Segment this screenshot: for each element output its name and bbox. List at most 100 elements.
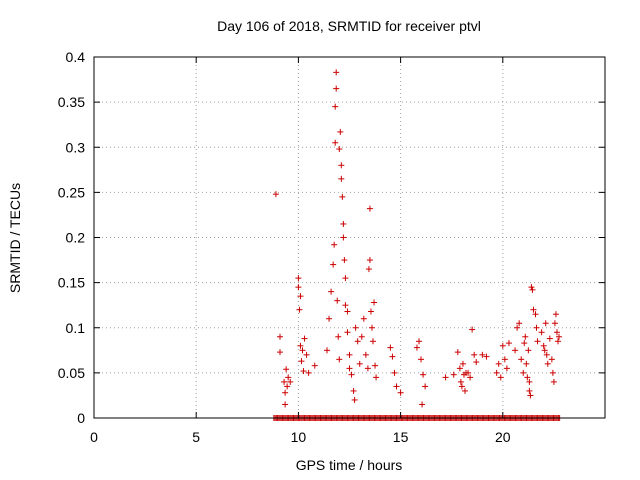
data-point bbox=[548, 356, 555, 363]
data-point bbox=[366, 205, 373, 212]
x-tick-label: 0 bbox=[90, 429, 98, 445]
data-point bbox=[520, 369, 527, 376]
data-point bbox=[336, 356, 343, 363]
data-point bbox=[324, 347, 331, 354]
data-point bbox=[277, 333, 284, 340]
data-point bbox=[503, 365, 510, 372]
data-point bbox=[285, 374, 292, 381]
data-point bbox=[303, 351, 310, 358]
data-point bbox=[338, 162, 345, 169]
data-point bbox=[332, 103, 339, 110]
data-point bbox=[295, 284, 302, 291]
data-point bbox=[397, 389, 404, 396]
x-tick-label: 20 bbox=[495, 429, 511, 445]
data-point bbox=[296, 306, 303, 313]
data-point bbox=[422, 383, 429, 390]
data-point bbox=[467, 374, 474, 381]
data-point bbox=[551, 320, 558, 327]
x-axis-label: GPS time / hours bbox=[296, 457, 403, 473]
data-point bbox=[362, 351, 369, 358]
data-point bbox=[522, 333, 529, 340]
y-tick-label: 0.4 bbox=[66, 49, 86, 65]
data-point bbox=[552, 311, 559, 318]
data-point bbox=[360, 315, 367, 322]
data-point bbox=[364, 365, 371, 372]
data-point bbox=[526, 387, 533, 394]
data-point bbox=[330, 261, 337, 268]
data-point bbox=[371, 299, 378, 306]
y-tick-label: 0 bbox=[77, 410, 85, 426]
data-point bbox=[352, 324, 359, 331]
data-point bbox=[549, 369, 556, 376]
data-point bbox=[342, 302, 349, 309]
data-point bbox=[534, 338, 541, 345]
data-point bbox=[458, 383, 465, 390]
data-point bbox=[541, 347, 548, 354]
y-tick-label: 0.1 bbox=[66, 320, 86, 336]
data-point bbox=[346, 365, 353, 372]
data-point bbox=[346, 351, 353, 358]
axis-ticks: 0 0.05 0.1 0.15 0.2 0.25 0.3 0.35 0.4 0 5 10 15 20 bbox=[58, 49, 605, 445]
data-point bbox=[368, 324, 375, 331]
data-point bbox=[495, 360, 502, 367]
data-point bbox=[311, 362, 318, 369]
data-point bbox=[450, 371, 457, 378]
data-point bbox=[461, 387, 468, 394]
data-point bbox=[530, 306, 537, 313]
data-point bbox=[331, 241, 338, 248]
data-point bbox=[538, 329, 545, 336]
grid bbox=[94, 57, 605, 418]
data-point bbox=[387, 344, 394, 351]
data-point bbox=[334, 297, 341, 304]
data-point bbox=[295, 275, 302, 282]
data-point bbox=[391, 369, 398, 376]
data-point bbox=[301, 335, 308, 342]
data-point bbox=[479, 351, 486, 358]
data-point bbox=[305, 369, 312, 376]
data-point bbox=[418, 356, 425, 363]
data-point bbox=[373, 374, 380, 381]
data-point bbox=[524, 374, 531, 381]
data-point bbox=[340, 220, 347, 227]
data-point bbox=[356, 360, 363, 367]
data-point bbox=[553, 329, 560, 336]
data-point bbox=[526, 378, 533, 385]
data-point bbox=[354, 338, 361, 345]
data-point bbox=[299, 347, 306, 354]
data-point bbox=[544, 360, 551, 367]
data-point bbox=[501, 356, 508, 363]
data-point bbox=[505, 340, 512, 347]
data-point bbox=[528, 284, 535, 291]
data-point bbox=[456, 365, 463, 372]
data-point bbox=[415, 338, 422, 345]
data-point bbox=[344, 308, 351, 315]
y-tick-label: 0.35 bbox=[58, 94, 85, 110]
data-point bbox=[328, 288, 335, 295]
data-point bbox=[554, 338, 561, 345]
data-point bbox=[499, 342, 506, 349]
data-point bbox=[332, 139, 339, 146]
data-point bbox=[350, 387, 357, 394]
data-point bbox=[550, 378, 557, 385]
data-point bbox=[457, 378, 464, 385]
x-tick-label: 15 bbox=[393, 429, 409, 445]
data-point bbox=[339, 193, 346, 200]
data-point bbox=[338, 175, 345, 182]
x-tick-label: 5 bbox=[192, 429, 200, 445]
data-point bbox=[469, 326, 476, 333]
data-point bbox=[514, 324, 521, 331]
data-point bbox=[287, 378, 294, 385]
data-point bbox=[533, 324, 540, 331]
data-point bbox=[272, 191, 279, 198]
data-point bbox=[336, 146, 343, 153]
data-point bbox=[337, 128, 344, 135]
x-tick-label: 10 bbox=[291, 429, 307, 445]
data-point bbox=[419, 401, 426, 408]
data-point bbox=[340, 234, 347, 241]
data-point bbox=[516, 320, 523, 327]
data-point bbox=[282, 389, 289, 396]
data-point bbox=[532, 311, 539, 318]
data-point bbox=[525, 347, 532, 354]
y-tick-label: 0.2 bbox=[66, 230, 86, 246]
